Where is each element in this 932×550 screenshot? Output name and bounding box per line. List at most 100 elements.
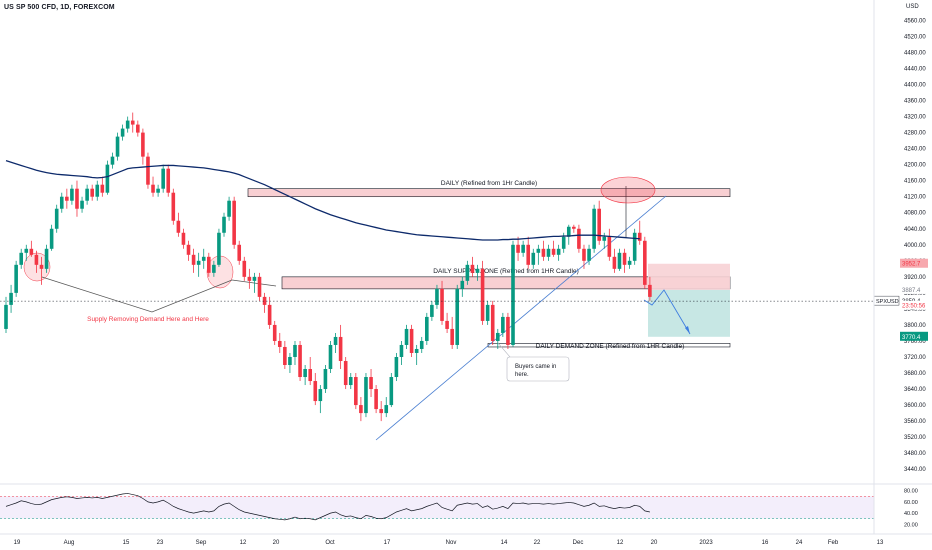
candle-body [582, 248, 586, 261]
x-tick-label: 2023 [699, 540, 713, 546]
x-tick-label: Sep [196, 540, 207, 546]
x-tick-label: Feb [828, 540, 839, 546]
candle-body [460, 280, 465, 289]
candle-body [419, 340, 424, 349]
candle-body [343, 360, 348, 386]
candle-body [445, 320, 449, 329]
candle-body [151, 184, 155, 193]
candle-body [110, 156, 115, 165]
candle-body [490, 304, 495, 341]
y-tick-label: 3440.00 [904, 467, 926, 473]
moving-average-line [5, 160, 640, 241]
y-tick-label: 4080.00 [904, 211, 926, 217]
candle-body [566, 226, 571, 237]
candle-body [196, 260, 201, 265]
candle-body [404, 328, 409, 345]
candle-body [59, 196, 64, 209]
candle-body [65, 196, 69, 201]
candle-body [536, 248, 541, 253]
y-tick-label: 3800.00 [904, 323, 926, 329]
candle-body [414, 348, 419, 353]
annotation-text: Supply Removing Demand Here and Here [87, 316, 209, 323]
candle-body [90, 188, 94, 197]
candle-body [440, 288, 444, 321]
candle-body [521, 244, 525, 253]
x-tick-label: Dec [573, 540, 584, 546]
chart-title: US SP 500 CFD, 1D, FOREXCOM [4, 4, 115, 11]
y-tick-label: 3720.00 [904, 355, 926, 361]
candle-body [298, 344, 302, 378]
candle-body [141, 132, 145, 157]
candle-body [470, 264, 475, 273]
callout-box [506, 356, 570, 382]
candle-body [39, 264, 44, 269]
price-label-box [900, 296, 928, 306]
y-tick-label: 4400.00 [904, 83, 926, 89]
candle-body [435, 288, 439, 305]
candle-body [551, 248, 556, 255]
callout-text: here. [515, 372, 529, 378]
candle-body [288, 356, 292, 365]
candle-body [485, 304, 490, 321]
candle-body [364, 377, 368, 414]
candle-body [247, 276, 252, 281]
candle-body [191, 254, 196, 265]
candle-body [207, 256, 211, 273]
price-label: 3952.7 [902, 262, 921, 268]
rsi-tick-label: 80.00 [904, 489, 918, 495]
candle-body [201, 256, 206, 261]
candle-body [531, 252, 536, 265]
candle-body [227, 200, 231, 217]
candle-body [262, 296, 267, 305]
candle-body [612, 256, 617, 269]
y-tick-label: 4240.00 [904, 147, 926, 153]
y-tick-label: 4000.00 [904, 243, 926, 249]
y-tick-label: 4040.00 [904, 227, 926, 233]
candle-body [70, 188, 74, 201]
y-tick-label: 3520.00 [904, 435, 926, 441]
candle-body [430, 304, 434, 317]
candle-body [475, 268, 480, 273]
candle-body [34, 254, 39, 265]
candle-body [156, 188, 160, 193]
pointer-lines [231, 279, 277, 287]
candle-body [303, 369, 307, 378]
x-tick-label: 19 [14, 540, 21, 546]
candle-body [277, 340, 282, 347]
y-tick-label: 4440.00 [904, 66, 926, 72]
candle-body [379, 409, 383, 414]
highlight-ellipse [600, 176, 656, 204]
candle-body [176, 220, 181, 233]
candle-body [632, 232, 637, 261]
candle-body [75, 188, 79, 209]
y-tick-label: 4520.00 [904, 34, 926, 40]
candle-body [495, 332, 500, 341]
candle-body [293, 344, 297, 357]
y-tick-label: 3760.00 [904, 339, 926, 345]
candle-body [125, 120, 130, 129]
candle-body [592, 208, 596, 249]
candle-body [526, 244, 531, 265]
candle-body [80, 200, 84, 209]
candle-body [572, 226, 576, 229]
symbol-label: SPXUSD [876, 299, 899, 305]
candle-body [480, 268, 485, 321]
candle-body [338, 336, 343, 361]
candle-body [49, 228, 54, 249]
candle-body [389, 377, 394, 406]
x-tick-label: 20 [273, 540, 280, 546]
candle-body [242, 260, 247, 277]
x-tick-label: 24 [796, 540, 803, 546]
zone-rect [487, 343, 731, 348]
candle-body [9, 292, 13, 305]
price-label-box [900, 284, 928, 294]
x-tick-label: 12 [617, 540, 624, 546]
y-tick-label: 3920.00 [904, 275, 926, 281]
callout-pointer [497, 342, 511, 358]
candle-body [100, 184, 105, 193]
candle-body [283, 346, 287, 365]
candle-body [44, 248, 49, 269]
candle-body [212, 264, 216, 273]
y-tick-label: 4200.00 [904, 163, 926, 169]
